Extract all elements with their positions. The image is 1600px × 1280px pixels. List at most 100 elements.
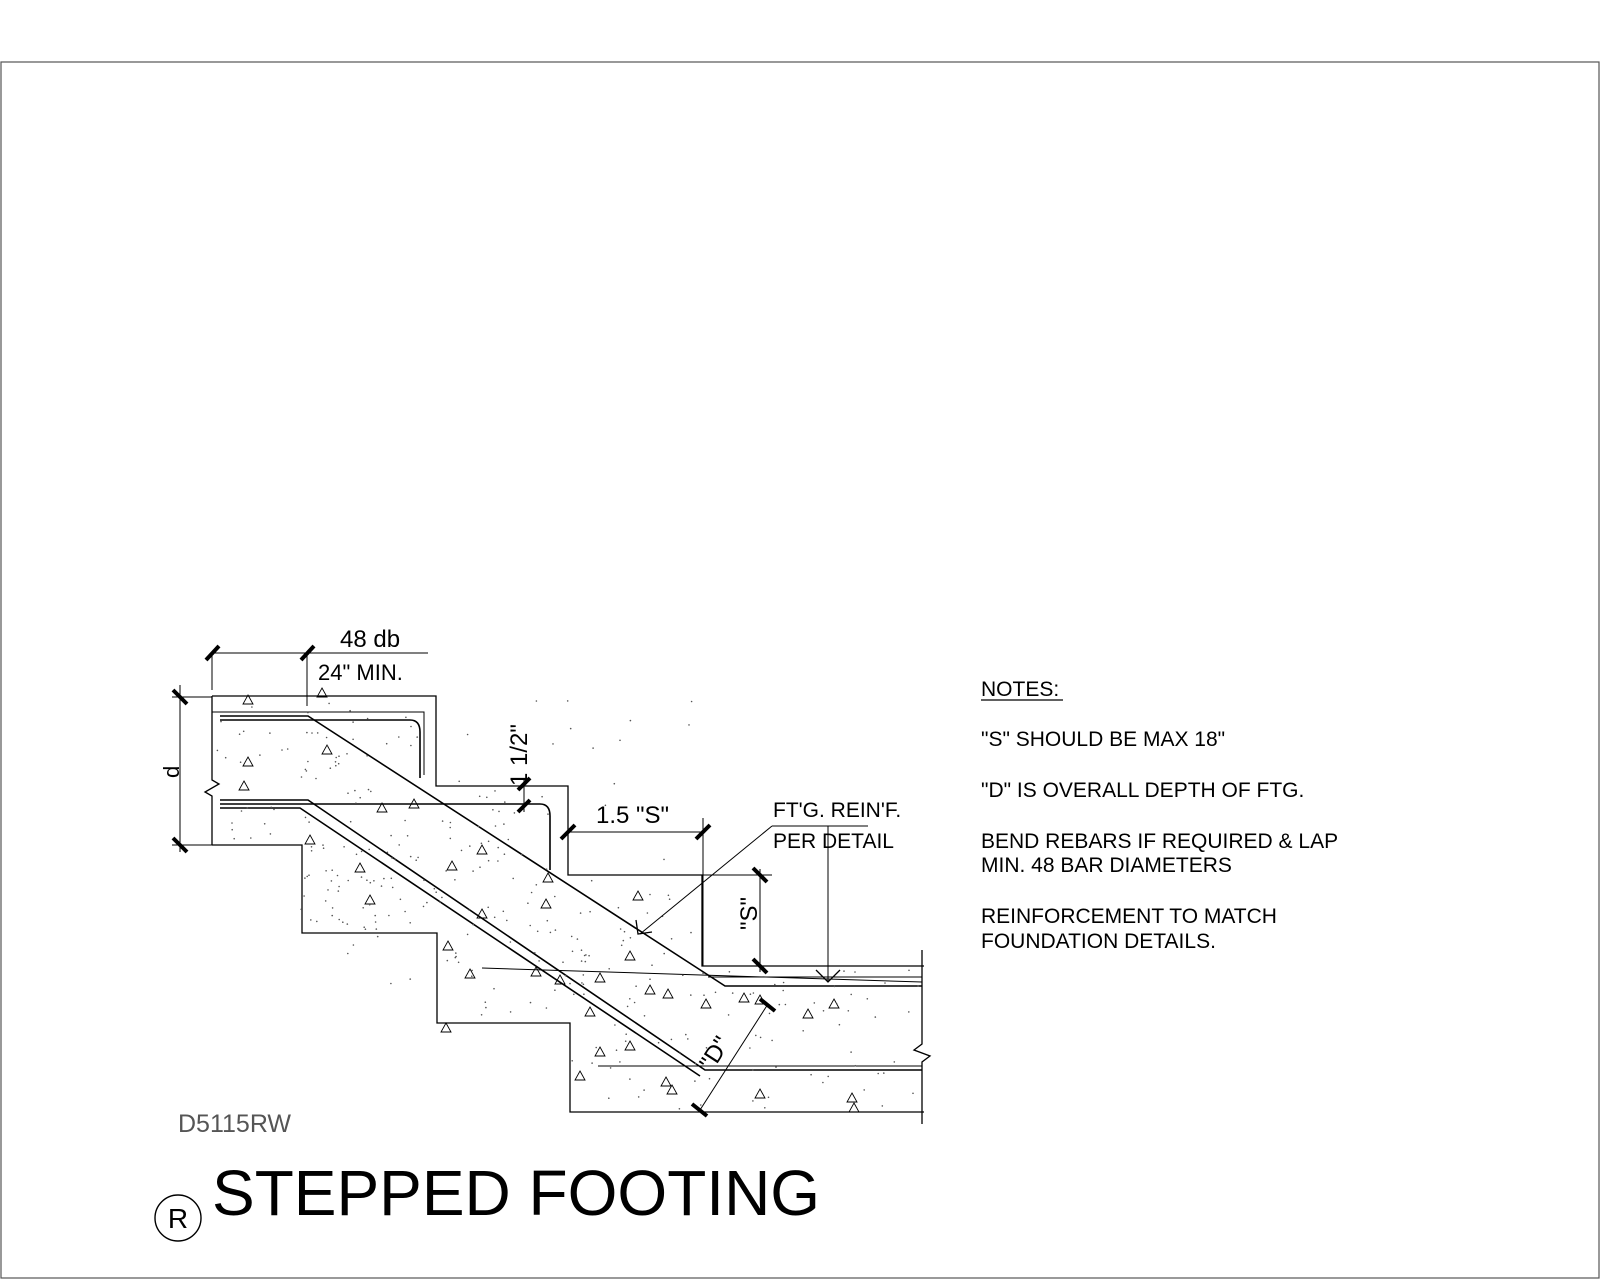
aggregate-dot [308,821,310,823]
reinforcement-bars [220,715,923,1077]
aggregate-dot [635,985,637,987]
depth-label: d [159,766,184,778]
aggregate-dot [625,1033,627,1035]
aggregate-dot [366,717,369,720]
aggregate-dot [497,846,500,849]
aggregate-dot [349,820,352,823]
aggregate-dot [493,916,496,919]
aggregate-dot [300,776,303,778]
aggregate-dot [398,736,400,738]
aggregate-dot [782,981,785,984]
aggregate-triangle [476,908,488,919]
aggregate-dot [455,952,457,954]
aggregate-dot [690,931,692,934]
aggregate-dot [445,870,447,872]
aggregate-dot [469,845,471,847]
footing-outline [203,695,932,1124]
aggregate-dot [410,744,412,747]
aggregate-triangle [242,694,254,705]
cover-dimension [516,776,532,814]
aggregate-dot [454,956,457,959]
aggregate-dot [908,969,910,972]
aggregate-dot [719,1037,722,1040]
aggregate-dot [604,804,607,807]
aggregate-dot [487,840,490,843]
aggregate-dot [609,1067,612,1069]
aggregate-dot [619,1061,621,1063]
aggregate-dot [554,929,557,931]
aggregate-dot [802,1030,804,1032]
aggregate-dot [529,924,531,927]
aggregate-dot [629,1078,631,1080]
aggregate-dot [833,985,836,988]
aggregate-dot [667,894,670,897]
reinforcement-callout-leader [635,825,868,983]
detail-title: STEPPED FOOTING [212,1157,820,1229]
aggregate-dot [679,1051,682,1054]
aggregate-dot [608,968,610,970]
aggregate-dot [583,954,586,957]
aggregate-dot [509,1011,512,1013]
aggregate-dot [778,1003,781,1006]
aggregate-dot [352,738,354,741]
aggregate-dot [569,982,571,985]
aggregate-dot [331,869,334,871]
aggregate-dot [409,855,412,858]
aggregate-triangle [238,780,250,791]
aggregate-triangle [440,1022,452,1033]
aggregate-dot [366,755,368,757]
aggregate-dot [355,802,357,804]
aggregate-dot [362,907,365,909]
aggregate-dot [242,730,245,733]
aggregate-dot [622,939,625,942]
aggregate-dot [682,974,684,977]
aggregate-dot [637,1096,640,1098]
aggregate-dot [325,736,328,739]
note-3: BEND REBARS IF REQUIRED & LAP [981,830,1338,853]
aggregate-dot [347,792,349,794]
aggregate-dot [570,935,573,938]
aggregate-dot [415,859,418,861]
aggregate-triangle [644,984,656,995]
aggregate-triangle [242,756,254,767]
aggregate-dot [404,910,406,913]
aggregate-triangle [594,1046,606,1057]
aggregate-dot [810,1073,812,1076]
aggregate-dot [394,858,396,861]
aggregate-dot [643,1089,645,1091]
aggregate-dot [582,983,585,986]
callout-symbol-circle [154,1194,202,1242]
aggregate-dot [406,835,409,837]
step-rise-dimension [702,866,772,975]
aggregate-triangle [666,1084,678,1095]
drawing-number: D5115RW [178,1110,291,1138]
aggregate-triangle [442,940,454,951]
aggregate-dot [703,994,705,996]
aggregate-dot [547,813,549,815]
aggregate-dot [263,823,266,825]
aggregate-triangle [376,802,388,813]
aggregate-dot [728,971,731,973]
aggregate-dot [367,788,370,791]
aggregate-dot [337,890,340,892]
note-1: "S" SHOULD BE MAX 18" [981,728,1225,751]
aggregate-dot [694,1080,696,1082]
aggregate-dot [454,879,456,881]
aggregate-dot [623,930,626,933]
aggregate-dot [538,960,540,962]
aggregate-dot [303,895,305,897]
aggregate-dot [346,923,349,925]
aggregate-dot [468,909,470,911]
aggregate-dot [502,910,505,913]
aggregate-dot [546,919,549,922]
aggregate-dot [720,1050,722,1053]
aggregate-dot [498,810,500,813]
aggregate-dot [374,914,377,917]
aggregate-triangle [846,1092,858,1103]
aggregate-dot [583,993,585,995]
aggregate-dot [486,796,488,799]
aggregate-dot [306,731,308,734]
aggregate-dot [566,700,569,702]
aggregate-dot [359,796,362,799]
aggregate-dot [354,789,356,792]
